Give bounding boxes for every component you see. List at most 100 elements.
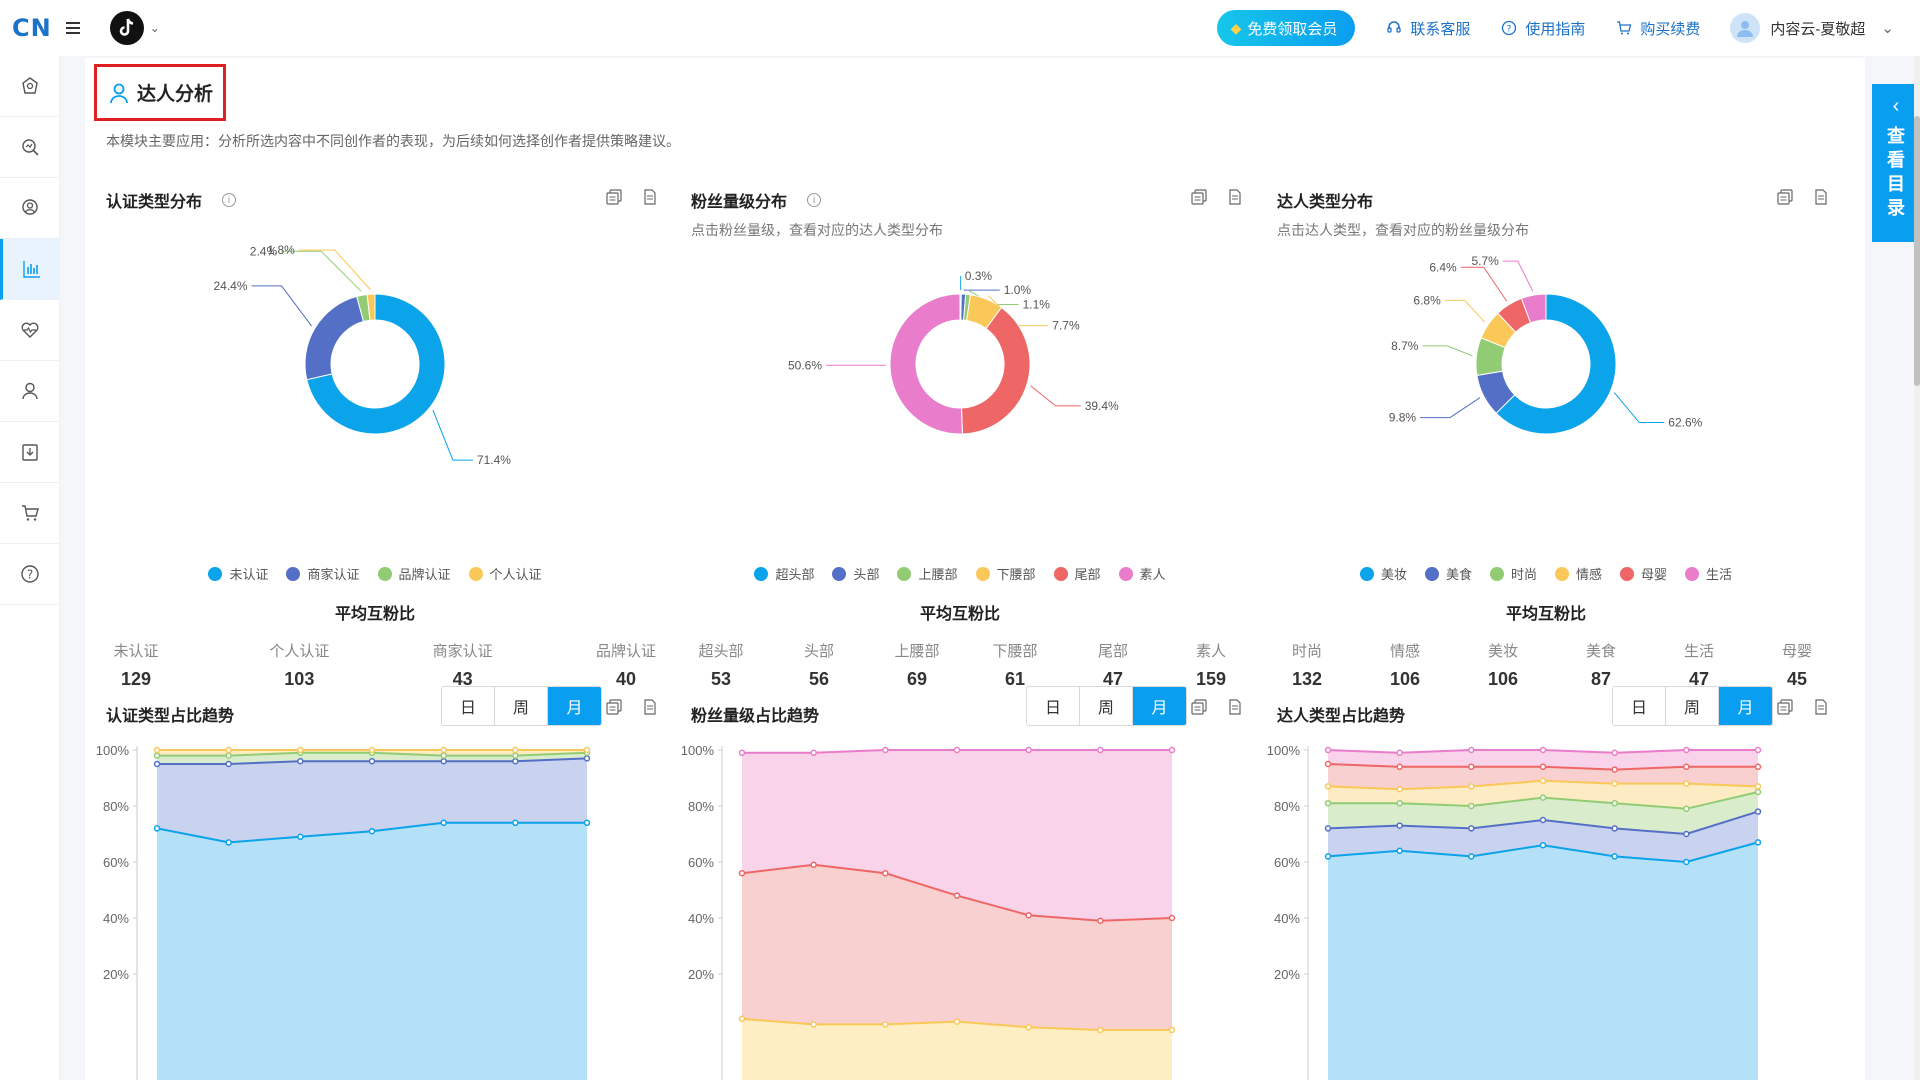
series-point[interactable] xyxy=(225,760,232,768)
legend-item[interactable]: 素人 xyxy=(1118,564,1166,583)
legend-item[interactable]: 下腰部 xyxy=(975,564,1036,583)
series-point[interactable] xyxy=(1539,794,1547,801)
sidebar-item-creator-analysis[interactable] xyxy=(0,239,60,300)
series-point[interactable] xyxy=(368,757,376,765)
series-point[interactable] xyxy=(1396,763,1403,771)
tab-month[interactable]: 月 xyxy=(1133,687,1186,725)
series-point[interactable] xyxy=(810,1021,817,1028)
series-point[interactable] xyxy=(1754,808,1762,815)
donut-slice[interactable] xyxy=(366,293,376,321)
app-logo[interactable]: CN xyxy=(12,14,52,42)
series-point[interactable] xyxy=(512,746,519,754)
legend-item[interactable]: 个人认证 xyxy=(468,564,542,583)
tab-day[interactable]: 日 xyxy=(1027,687,1080,725)
donut-slice[interactable] xyxy=(889,293,963,435)
series-point[interactable] xyxy=(1025,1023,1032,1031)
tab-month[interactable]: 月 xyxy=(1719,687,1772,725)
series-point[interactable] xyxy=(153,746,161,754)
series-point[interactable] xyxy=(440,752,447,759)
series-point[interactable] xyxy=(738,749,746,757)
sidebar-item-export[interactable] xyxy=(0,422,60,483)
series-point[interactable] xyxy=(368,827,376,835)
series-point[interactable] xyxy=(153,760,161,768)
series-point[interactable] xyxy=(1097,746,1104,754)
legend-item[interactable]: 情感 xyxy=(1555,564,1602,583)
series-point[interactable] xyxy=(1539,777,1547,785)
tab-week[interactable]: 周 xyxy=(1666,687,1719,725)
legend-item[interactable]: 上腰部 xyxy=(897,564,958,583)
sidebar-item-creator-search[interactable] xyxy=(0,178,60,239)
series-point[interactable] xyxy=(1611,766,1618,773)
series-point[interactable] xyxy=(1396,799,1403,807)
series-point[interactable] xyxy=(297,833,304,841)
series-point[interactable] xyxy=(225,839,232,846)
catalog-drawer-tab[interactable]: ‹ 查看目录 xyxy=(1872,84,1920,242)
copy-icon[interactable] xyxy=(1776,698,1794,716)
platform-dropdown-icon[interactable]: ⌄ xyxy=(149,21,160,35)
series-point[interactable] xyxy=(440,819,447,827)
series-point[interactable] xyxy=(1396,749,1403,757)
series-point[interactable] xyxy=(1468,763,1475,771)
legend-item[interactable]: 美妆 xyxy=(1359,564,1407,583)
donut-slice[interactable] xyxy=(961,306,1031,435)
series-point[interactable] xyxy=(440,746,447,754)
user-guide-link[interactable]: ? 使用指南 xyxy=(1500,18,1585,39)
series-point[interactable] xyxy=(297,757,304,765)
user-menu[interactable]: 内容云-夏敬超 ⌄ xyxy=(1730,13,1894,43)
series-point[interactable] xyxy=(1754,746,1762,754)
series-point[interactable] xyxy=(1168,1026,1176,1034)
series-point[interactable] xyxy=(953,892,961,899)
series-point[interactable] xyxy=(953,746,961,754)
series-point[interactable] xyxy=(1097,1026,1104,1034)
series-point[interactable] xyxy=(882,869,889,877)
copy-icon[interactable] xyxy=(605,188,623,206)
document-icon[interactable] xyxy=(641,698,659,716)
series-point[interactable] xyxy=(1683,858,1690,866)
series-point[interactable] xyxy=(1539,763,1547,771)
legend-item[interactable]: 生活 xyxy=(1685,564,1732,583)
series-point[interactable] xyxy=(1611,825,1618,832)
series-point[interactable] xyxy=(1611,853,1618,860)
document-icon[interactable] xyxy=(1812,698,1830,716)
area-chart-fans-trend[interactable]: 100% 80% 60% 40% 20% xyxy=(670,736,1250,1080)
donut-slice[interactable] xyxy=(1495,293,1617,435)
series-point[interactable] xyxy=(583,819,591,827)
series-point[interactable] xyxy=(1324,783,1332,790)
legend-item[interactable]: 美食 xyxy=(1424,564,1472,583)
copy-icon[interactable] xyxy=(1776,188,1794,206)
series-point[interactable] xyxy=(1468,825,1475,832)
copy-icon[interactable] xyxy=(605,698,623,716)
series-point[interactable] xyxy=(1754,839,1762,846)
series-point[interactable] xyxy=(1396,785,1403,793)
donut-slice[interactable] xyxy=(1520,293,1547,324)
series-point[interactable] xyxy=(512,757,519,765)
series-point[interactable] xyxy=(368,746,376,754)
series-point[interactable] xyxy=(1539,746,1547,754)
series-point[interactable] xyxy=(1611,749,1618,757)
page-scrollbar[interactable] xyxy=(1914,56,1920,1080)
sidebar-item-person[interactable] xyxy=(0,361,60,422)
sidebar-item-cart[interactable] xyxy=(0,483,60,544)
series-point[interactable] xyxy=(882,1021,889,1028)
series-point[interactable] xyxy=(440,757,447,765)
series-point[interactable] xyxy=(583,755,591,762)
sidebar-item-search-analysis[interactable] xyxy=(0,117,60,178)
series-point[interactable] xyxy=(810,861,817,869)
series-point[interactable] xyxy=(153,825,161,832)
series-point[interactable] xyxy=(810,749,817,757)
series-point[interactable] xyxy=(1683,805,1690,813)
tiktok-platform-icon[interactable] xyxy=(109,11,144,45)
series-point[interactable] xyxy=(1025,911,1032,919)
series-point[interactable] xyxy=(738,1015,746,1023)
series-point[interactable] xyxy=(1025,746,1032,754)
series-point[interactable] xyxy=(153,752,161,759)
series-point[interactable] xyxy=(1324,799,1332,807)
series-point[interactable] xyxy=(1611,780,1618,787)
series-point[interactable] xyxy=(1097,917,1104,925)
series-point[interactable] xyxy=(1468,802,1475,810)
sidebar-item-home[interactable] xyxy=(0,56,60,117)
series-point[interactable] xyxy=(1611,799,1618,807)
copy-icon[interactable] xyxy=(1190,698,1208,716)
series-point[interactable] xyxy=(583,746,591,754)
info-icon[interactable]: i xyxy=(807,193,822,207)
